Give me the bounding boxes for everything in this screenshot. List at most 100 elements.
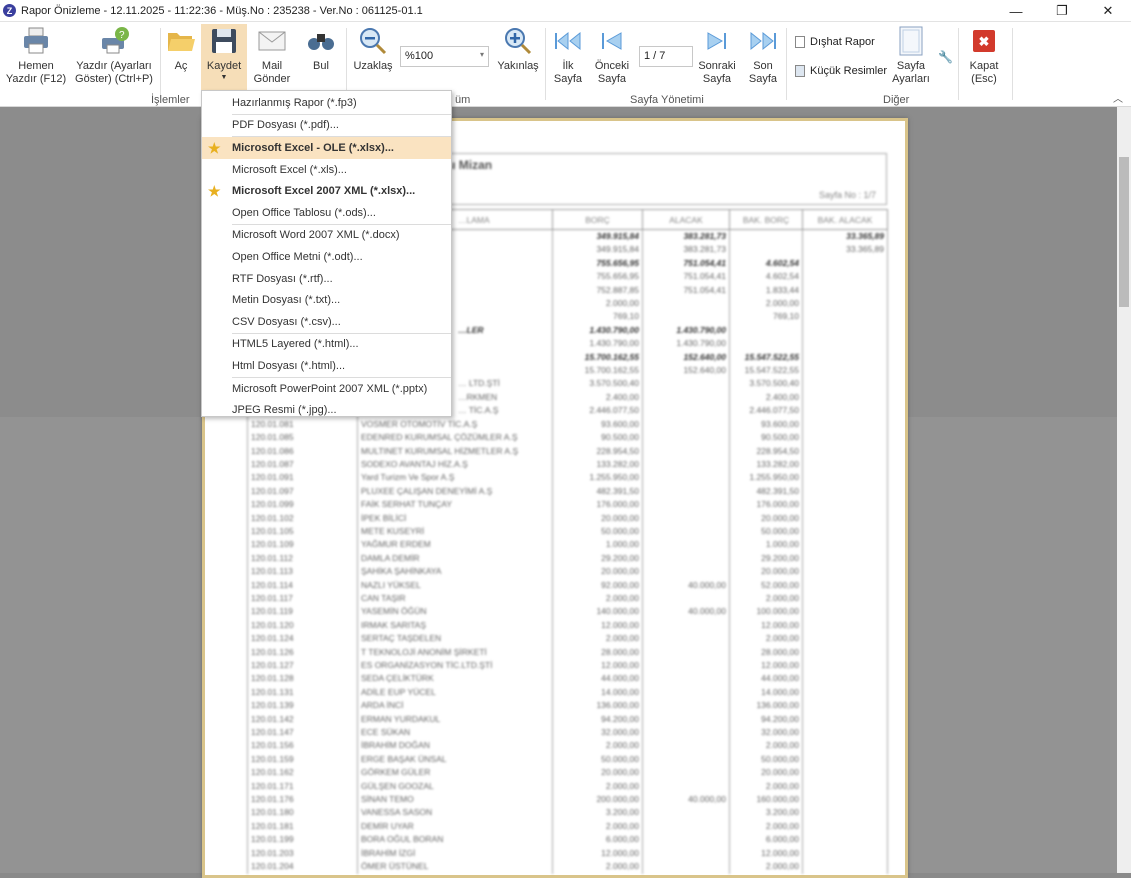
table-row: 120.01.081 VOSMER OTOMOTİV TİC.A.Ş 93.600,… xyxy=(247,417,888,432)
table-cell: 44.000,00 xyxy=(552,672,643,686)
table-cell: NAZLI YÜKSEL xyxy=(357,578,553,592)
table-cell: 12.000,00 xyxy=(729,659,803,673)
zoom-in-button[interactable]: Yakınlaş xyxy=(494,24,542,73)
table-cell: 2.000,00 xyxy=(552,779,643,794)
previous-page-icon xyxy=(601,24,623,58)
table-cell: ERMAN YURDAKUL xyxy=(357,712,553,727)
zoom-level-select[interactable]: %100 ▾ xyxy=(400,46,489,67)
table-cell: 152.640,00 xyxy=(642,350,730,365)
window-title: Rapor Önizleme - 12.11.2025 - 11:22:36 -… xyxy=(21,4,423,17)
menu-item[interactable]: ★ Microsoft Excel 2007 XML (*.xlsx)... xyxy=(202,180,451,202)
table-cell: SEDA ÇELİKTÜRK xyxy=(357,672,553,686)
menu-item[interactable]: Microsoft PowerPoint 2007 XML (*.pptx) xyxy=(202,378,451,400)
table-row: 120.01.126 T TEKNOLOJİ ANONİM ŞİRKETİ 28.0… xyxy=(247,645,888,659)
last-page-button[interactable]: Son Sayfa xyxy=(744,24,782,86)
table-cell xyxy=(802,283,888,298)
table-cell: 15.700.162,55 xyxy=(552,364,643,378)
minimize-button[interactable]: — xyxy=(1009,3,1023,19)
table-cell: 1.255.950,00 xyxy=(729,471,803,485)
first-page-button[interactable]: İlk Sayfa xyxy=(550,24,586,86)
restore-button[interactable]: ❐ xyxy=(1056,3,1068,18)
print-now-button[interactable]: Hemen Yazdır (F12) xyxy=(2,24,70,86)
collapse-ribbon-icon[interactable]: ︿ xyxy=(1113,94,1123,105)
mail-send-button[interactable]: Mail Gönder xyxy=(250,24,294,86)
table-cell: 120.01.171 xyxy=(247,779,358,794)
menu-item[interactable]: RTF Dosyası (*.rtf)... xyxy=(202,268,451,290)
menu-item[interactable]: JPEG Resmi (*.jpg)... xyxy=(202,399,451,421)
close-button[interactable]: ✖ Kapat (Esc) xyxy=(962,24,1006,86)
wrench-icon[interactable]: 🔧 xyxy=(938,50,953,64)
vertical-scrollbar[interactable] xyxy=(1117,107,1131,873)
table-row: 120.01.131 ADİLE EUP YÜCEL 14.000,00 14.000… xyxy=(247,685,888,700)
menu-item[interactable]: Open Office Metni (*.odt)... xyxy=(202,246,451,268)
floppy-disk-icon xyxy=(211,24,237,58)
table-row: 120.01.128 SEDA ÇELİKTÜRK 44.000,00 44.000,… xyxy=(247,672,888,686)
menu-item[interactable]: Html Dosyası (*.html)... xyxy=(202,355,451,377)
table-cell: 94.200,00 xyxy=(729,712,803,727)
external-report-button[interactable]: Dışhat Rapor xyxy=(795,36,875,48)
table-cell xyxy=(642,806,730,820)
table-cell xyxy=(802,390,888,405)
table-cell: 1.430.790,00 xyxy=(642,323,730,338)
next-page-icon xyxy=(706,24,728,58)
table-cell xyxy=(802,297,888,311)
table-cell: 6.000,00 xyxy=(729,833,803,847)
table-cell: 133.282,00 xyxy=(729,457,803,472)
table-cell xyxy=(802,779,888,794)
table-cell: 120.01.113 xyxy=(247,565,358,579)
menu-item[interactable]: ★ Microsoft Excel - OLE (*.xlsx)... xyxy=(202,137,451,159)
table-cell xyxy=(802,404,888,418)
table-cell: 2.000,00 xyxy=(552,819,643,834)
previous-page-button[interactable]: Önceki Sayfa xyxy=(590,24,634,86)
table-row: 120.01.112 DAMLA DEMİR 29.200,00 29.200,00 xyxy=(247,551,888,566)
binoculars-icon xyxy=(307,24,335,58)
close-window-button[interactable]: ✕ xyxy=(1102,3,1114,18)
table-cell: 120.01.124 xyxy=(247,632,358,646)
table-cell xyxy=(802,323,888,338)
menu-item[interactable]: Open Office Tablosu (*.ods)... xyxy=(202,202,451,224)
menu-item-label: Microsoft Excel 2007 XML (*.xlsx)... xyxy=(232,185,416,198)
table-cell: 2.000,00 xyxy=(552,632,643,646)
menu-item[interactable]: Microsoft Excel (*.xls)... xyxy=(202,159,451,181)
thumbnails-button[interactable]: Küçük Resimler xyxy=(795,65,887,77)
table-cell: BORA OĞUL BORAN xyxy=(357,833,553,847)
table-cell: 14.000,00 xyxy=(552,685,643,700)
menu-item[interactable]: HTML5 Layered (*.html)... xyxy=(202,334,451,356)
table-cell: 136.000,00 xyxy=(552,699,643,713)
print-settings-button[interactable]: ? Yazdır (Ayarları Göster) (Ctrl+P) xyxy=(70,24,158,86)
column-header: BAK. ALACAK xyxy=(802,209,888,230)
table-cell: 751.054,41 xyxy=(642,283,730,298)
open-button[interactable]: Aç xyxy=(164,24,198,73)
table-cell xyxy=(802,565,888,579)
page-number-input[interactable]: 1 / 7 xyxy=(639,46,693,67)
table-cell xyxy=(642,417,730,432)
table-cell: 20.000,00 xyxy=(729,511,803,525)
table-cell: ARDA İNCİ xyxy=(357,699,553,713)
menu-item[interactable]: Hazırlanmış Rapor (*.fp3) xyxy=(202,92,451,114)
table-cell xyxy=(642,726,730,740)
table-cell: DAMLA DEMİR xyxy=(357,551,553,566)
table-cell xyxy=(642,659,730,673)
find-button[interactable]: Bul xyxy=(302,24,340,73)
page-settings-button[interactable]: Sayfa Ayarları xyxy=(888,24,934,86)
group-label-operations: İşlemler xyxy=(151,94,190,106)
table-cell: 120.01.120 xyxy=(247,618,358,633)
table-row: 120.01.114 NAZLI YÜKSEL 92.000,00 40.000,00… xyxy=(247,578,888,592)
table-cell: ES ORGANİZASYON TİC.LTD.ŞTİ xyxy=(357,659,553,673)
table-row: 120.01.180 VANESSA SASON 3.200,00 3.200,00 xyxy=(247,806,888,820)
menu-item[interactable]: CSV Dosyası (*.csv)... xyxy=(202,311,451,333)
zoom-out-button[interactable]: Uzaklaş xyxy=(350,24,396,73)
table-cell xyxy=(642,752,730,767)
menu-item[interactable]: Metin Dosyası (*.txt)... xyxy=(202,289,451,311)
table-cell: 32.000,00 xyxy=(552,726,643,740)
save-button[interactable]: Kaydet ▼ xyxy=(201,24,247,90)
menu-item-label: Microsoft Word 2007 XML (*.docx) xyxy=(232,229,400,242)
table-cell xyxy=(642,779,730,794)
next-page-button[interactable]: Sonraki Sayfa xyxy=(694,24,740,86)
group-label-page-management: Sayfa Yönetimi xyxy=(630,94,704,106)
table-cell xyxy=(642,846,730,861)
table-cell: 120.01.119 xyxy=(247,605,358,619)
table-cell xyxy=(802,645,888,659)
menu-item[interactable]: PDF Dosyası (*.pdf)... xyxy=(202,115,451,137)
menu-item[interactable]: Microsoft Word 2007 XML (*.docx) xyxy=(202,225,451,247)
